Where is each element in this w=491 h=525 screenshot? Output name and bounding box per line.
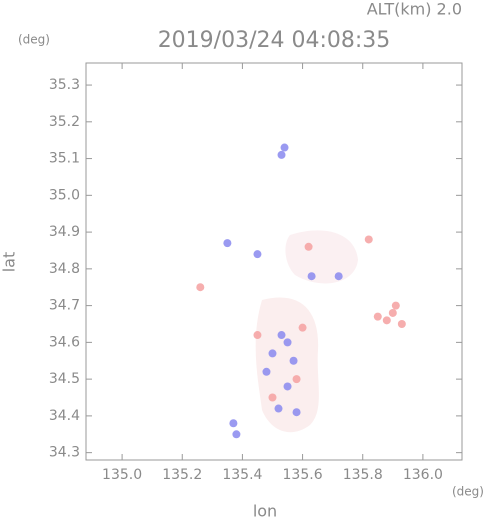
- echo-point: [391, 301, 400, 310]
- echo-point: [292, 408, 301, 417]
- echo-point: [277, 150, 286, 159]
- echo-point: [307, 272, 316, 281]
- echo-area: [285, 230, 358, 284]
- echo-point: [274, 404, 283, 413]
- echo-point: [304, 242, 313, 251]
- y-tick-label: 34.8: [49, 261, 80, 277]
- chart-title: 2019/03/24 04:08:35: [158, 28, 391, 53]
- x-unit: (deg): [452, 485, 484, 499]
- x-tick-label: 135.4: [222, 467, 262, 483]
- echo-point: [232, 430, 241, 439]
- echo-point: [253, 331, 262, 340]
- y-tick-label: 34.5: [49, 371, 80, 387]
- x-tick-label: 136.0: [403, 467, 443, 483]
- echo-point: [382, 316, 391, 325]
- echo-point: [292, 375, 301, 384]
- echo-point: [334, 272, 343, 281]
- y-tick-label: 35.2: [49, 114, 80, 130]
- echo-point: [223, 239, 232, 248]
- plot-frame: [85, 62, 463, 461]
- y-tick-label: 34.3: [49, 445, 80, 461]
- y-tick-label: 35.3: [49, 77, 80, 93]
- y-tick-label: 35.0: [49, 187, 80, 203]
- x-tick-label: 135.2: [162, 467, 202, 483]
- echo-point: [289, 356, 298, 365]
- x-tick-label: 135.6: [283, 467, 323, 483]
- echo-point: [277, 331, 286, 340]
- y-tick-label: 34.9: [49, 224, 80, 240]
- x-tick-label: 135.0: [102, 467, 142, 483]
- echo-point: [253, 250, 262, 259]
- altitude-label: ALT(km) 2.0: [367, 0, 462, 19]
- echo-point: [229, 419, 238, 428]
- y-tick-label: 34.6: [49, 334, 80, 350]
- x-tick-label: 135.8: [343, 467, 383, 483]
- y-tick-label: 34.7: [49, 298, 80, 314]
- x-axis-label: lon: [253, 502, 277, 521]
- y-tick-label: 34.4: [49, 408, 80, 424]
- echo-point: [262, 367, 271, 376]
- echo-point: [268, 349, 277, 358]
- echo-point: [283, 382, 292, 391]
- echo-point: [397, 319, 406, 328]
- echo-point: [298, 323, 307, 332]
- echo-point: [364, 235, 373, 244]
- echo-point: [280, 143, 289, 152]
- echo-point: [373, 312, 382, 321]
- y-unit: (deg): [18, 33, 50, 47]
- y-tick-label: 35.1: [49, 151, 80, 167]
- echo-point: [388, 308, 397, 317]
- echo-point: [283, 338, 292, 347]
- echo-area: [255, 297, 319, 433]
- echo-point: [196, 283, 205, 292]
- y-axis-label: lat: [0, 252, 19, 273]
- echo-point: [268, 393, 277, 402]
